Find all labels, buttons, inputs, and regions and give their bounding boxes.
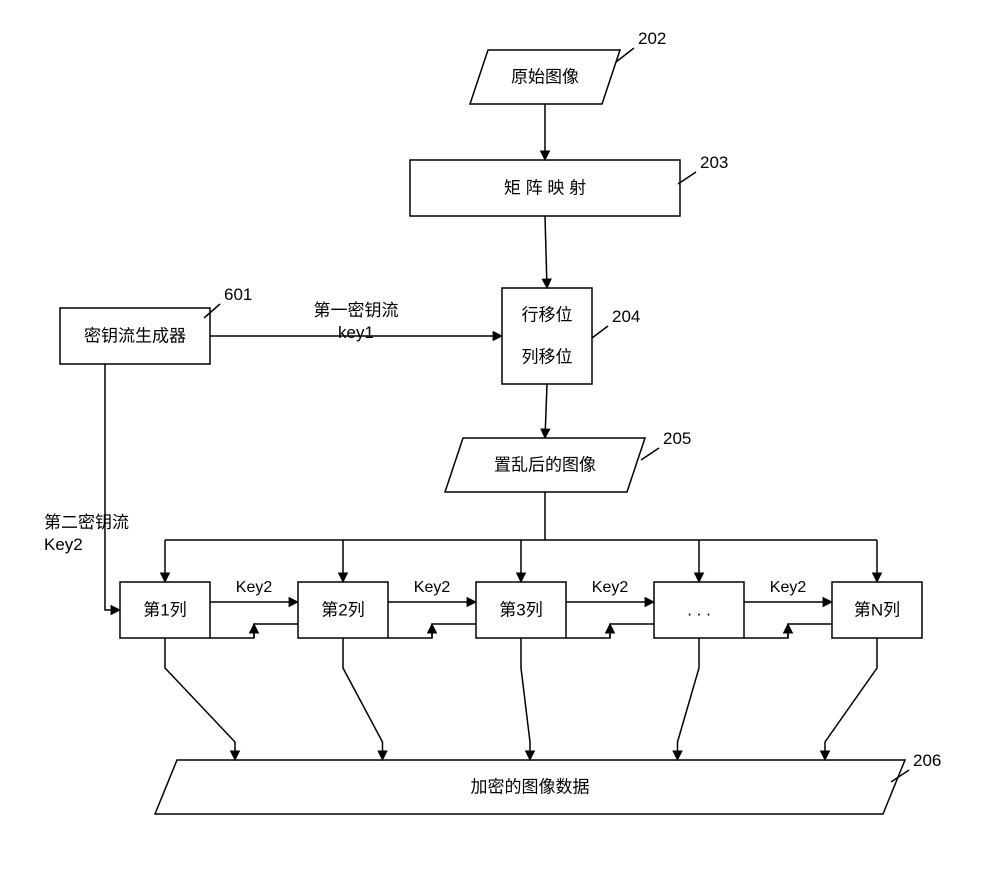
- svg-text:第3列: 第3列: [499, 600, 542, 619]
- svg-text:. . .: . . .: [687, 600, 711, 619]
- svg-text:601: 601: [224, 285, 252, 304]
- svg-text:第2列: 第2列: [321, 600, 364, 619]
- svg-text:第一密钥流: 第一密钥流: [314, 301, 399, 320]
- svg-text:行移位: 行移位: [522, 305, 573, 324]
- svg-text:列移位: 列移位: [522, 347, 573, 366]
- svg-text:Key2: Key2: [236, 579, 273, 596]
- svg-text:第N列: 第N列: [854, 600, 900, 619]
- svg-text:密钥流生成器: 密钥流生成器: [84, 326, 186, 345]
- svg-text:206: 206: [913, 751, 941, 770]
- svg-text:原始图像: 原始图像: [511, 67, 579, 86]
- svg-text:矩 阵 映 射: 矩 阵 映 射: [504, 178, 586, 197]
- svg-text:置乱后的图像: 置乱后的图像: [494, 455, 596, 474]
- svg-text:Key2: Key2: [44, 535, 83, 554]
- svg-text:Key2: Key2: [770, 579, 807, 596]
- svg-text:202: 202: [638, 29, 666, 48]
- svg-text:204: 204: [612, 307, 640, 326]
- svg-text:Key2: Key2: [592, 579, 629, 596]
- svg-text:203: 203: [700, 153, 728, 172]
- svg-text:205: 205: [663, 429, 691, 448]
- svg-text:key1: key1: [338, 323, 374, 342]
- svg-text:第二密钥流: 第二密钥流: [44, 513, 129, 532]
- svg-text:加密的图像数据: 加密的图像数据: [471, 777, 590, 796]
- svg-text:第1列: 第1列: [143, 600, 186, 619]
- svg-text:Key2: Key2: [414, 579, 451, 596]
